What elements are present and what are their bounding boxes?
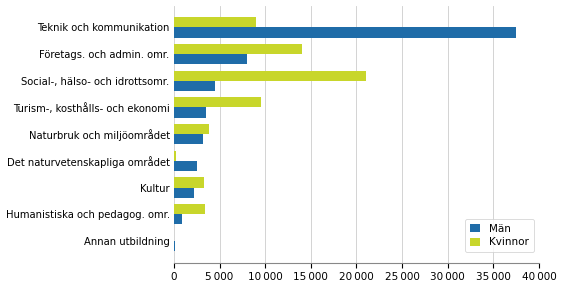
Bar xyxy=(174,187,194,198)
Bar xyxy=(174,204,205,214)
Bar xyxy=(174,177,204,187)
Bar xyxy=(174,241,175,251)
Bar xyxy=(174,124,209,134)
Bar xyxy=(174,107,206,118)
Bar xyxy=(174,17,256,27)
Bar xyxy=(174,71,366,81)
Bar xyxy=(174,161,197,171)
Bar xyxy=(174,151,176,161)
Bar xyxy=(174,214,182,224)
Bar xyxy=(174,27,516,37)
Bar xyxy=(174,54,247,64)
Bar xyxy=(174,81,215,91)
Bar xyxy=(174,97,261,107)
Bar xyxy=(174,44,302,54)
Bar xyxy=(174,134,203,144)
Legend: Män, Kvinnor: Män, Kvinnor xyxy=(465,219,534,252)
